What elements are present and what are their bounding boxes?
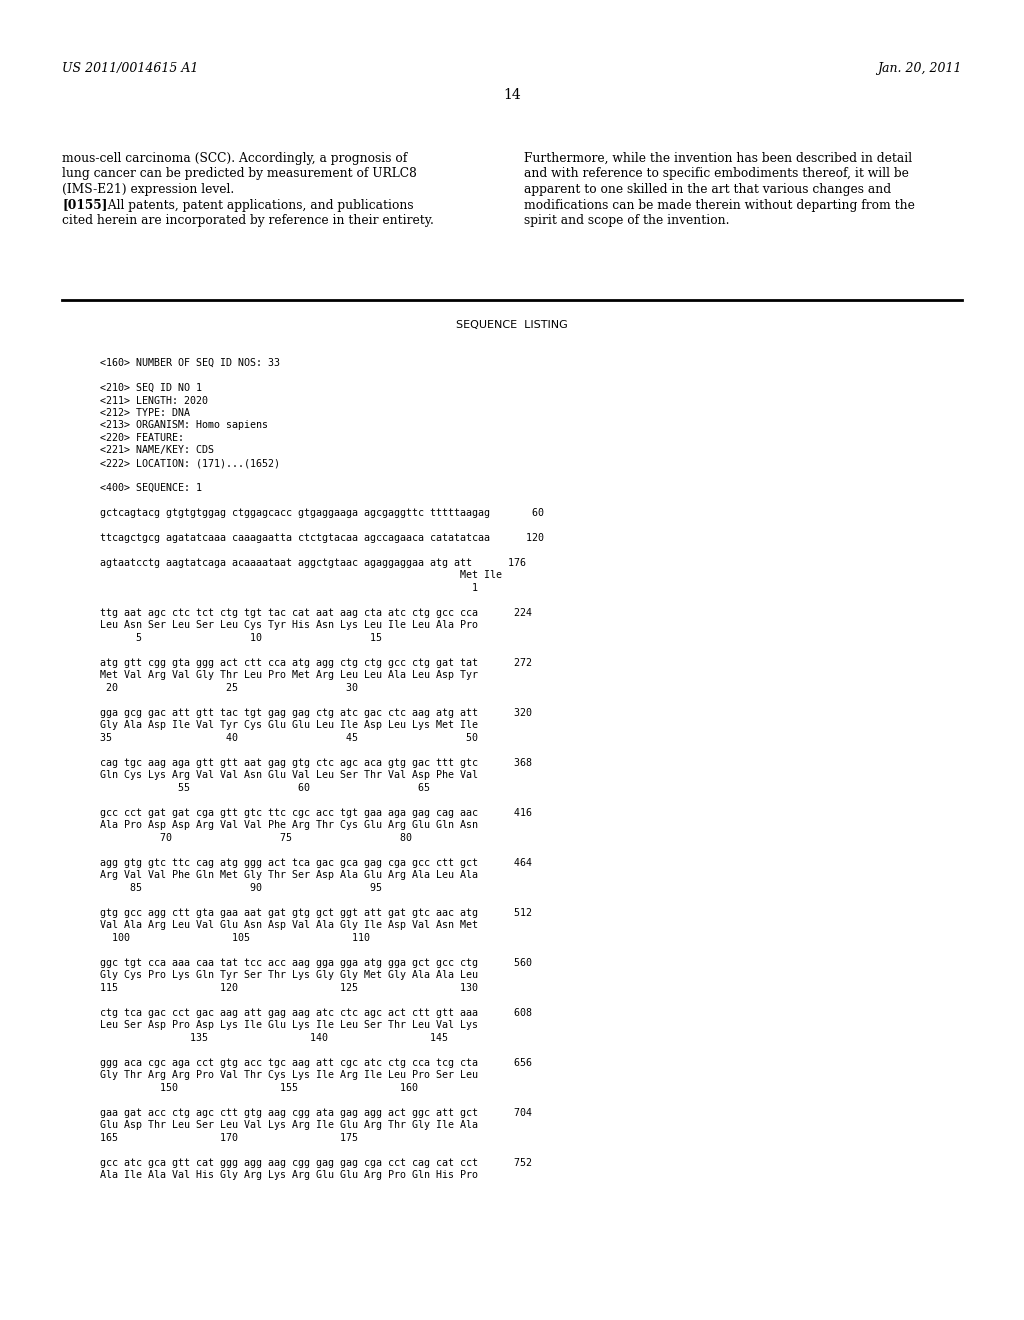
- Text: Gly Thr Arg Arg Pro Val Thr Cys Lys Ile Arg Ile Leu Pro Ser Leu: Gly Thr Arg Arg Pro Val Thr Cys Lys Ile …: [100, 1071, 478, 1081]
- Text: 100                 105                 110: 100 105 110: [100, 933, 370, 942]
- Text: mous-cell carcinoma (SCC). Accordingly, a prognosis of: mous-cell carcinoma (SCC). Accordingly, …: [62, 152, 408, 165]
- Text: ggc tgt cca aaa caa tat tcc acc aag gga gga atg gga gct gcc ctg      560: ggc tgt cca aaa caa tat tcc acc aag gga …: [100, 958, 532, 968]
- Text: Glu Asp Thr Leu Ser Leu Val Lys Arg Ile Glu Arg Thr Gly Ile Ala: Glu Asp Thr Leu Ser Leu Val Lys Arg Ile …: [100, 1121, 478, 1130]
- Text: gga gcg gac att gtt tac tgt gag gag ctg atc gac ctc aag atg att      320: gga gcg gac att gtt tac tgt gag gag ctg …: [100, 708, 532, 718]
- Text: apparent to one skilled in the art that various changes and: apparent to one skilled in the art that …: [524, 183, 891, 195]
- Text: Met Ile: Met Ile: [100, 570, 502, 581]
- Text: gtg gcc agg ctt gta gaa aat gat gtg gct ggt att gat gtc aac atg      512: gtg gcc agg ctt gta gaa aat gat gtg gct …: [100, 908, 532, 917]
- Text: cag tgc aag aga gtt gtt aat gag gtg ctc agc aca gtg gac ttt gtc      368: cag tgc aag aga gtt gtt aat gag gtg ctc …: [100, 758, 532, 768]
- Text: <210> SEQ ID NO 1: <210> SEQ ID NO 1: [100, 383, 202, 393]
- Text: gcc atc gca gtt cat ggg agg aag cgg gag gag cga cct cag cat cct      752: gcc atc gca gtt cat ggg agg aag cgg gag …: [100, 1158, 532, 1168]
- Text: modifications can be made therein without departing from the: modifications can be made therein withou…: [524, 198, 914, 211]
- Text: and with reference to specific embodiments thereof, it will be: and with reference to specific embodimen…: [524, 168, 909, 181]
- Text: ctg tca gac cct gac aag att gag aag atc ctc agc act ctt gtt aaa      608: ctg tca gac cct gac aag att gag aag atc …: [100, 1008, 532, 1018]
- Text: <221> NAME/KEY: CDS: <221> NAME/KEY: CDS: [100, 446, 214, 455]
- Text: atg gtt cgg gta ggg act ctt cca atg agg ctg ctg gcc ctg gat tat      272: atg gtt cgg gta ggg act ctt cca atg agg …: [100, 657, 532, 668]
- Text: 1: 1: [100, 583, 478, 593]
- Text: gctcagtacg gtgtgtggag ctggagcacc gtgaggaaga agcgaggttc tttttaagag       60: gctcagtacg gtgtgtggag ctggagcacc gtgagga…: [100, 508, 544, 517]
- Text: 35                   40                  45                  50: 35 40 45 50: [100, 733, 478, 743]
- Text: 85                  90                  95: 85 90 95: [100, 883, 382, 894]
- Text: agtaatcctg aagtatcaga acaaaataat aggctgtaac agaggaggaa atg att      176: agtaatcctg aagtatcaga acaaaataat aggctgt…: [100, 558, 526, 568]
- Text: <160> NUMBER OF SEQ ID NOS: 33: <160> NUMBER OF SEQ ID NOS: 33: [100, 358, 280, 368]
- Text: 115                 120                 125                 130: 115 120 125 130: [100, 983, 478, 993]
- Text: spirit and scope of the invention.: spirit and scope of the invention.: [524, 214, 729, 227]
- Text: Val Ala Arg Leu Val Glu Asn Asp Val Ala Gly Ile Asp Val Asn Met: Val Ala Arg Leu Val Glu Asn Asp Val Ala …: [100, 920, 478, 931]
- Text: All patents, patent applications, and publications: All patents, patent applications, and pu…: [100, 198, 414, 211]
- Text: <213> ORGANISM: Homo sapiens: <213> ORGANISM: Homo sapiens: [100, 421, 268, 430]
- Text: SEQUENCE  LISTING: SEQUENCE LISTING: [456, 319, 568, 330]
- Text: 70                  75                  80: 70 75 80: [100, 833, 412, 843]
- Text: US 2011/0014615 A1: US 2011/0014615 A1: [62, 62, 199, 75]
- Text: 20                  25                  30: 20 25 30: [100, 682, 358, 693]
- Text: <220> FEATURE:: <220> FEATURE:: [100, 433, 184, 444]
- Text: <400> SEQUENCE: 1: <400> SEQUENCE: 1: [100, 483, 202, 492]
- Text: [0155]: [0155]: [62, 198, 108, 211]
- Text: ggg aca cgc aga cct gtg acc tgc aag att cgc atc ctg cca tcg cta      656: ggg aca cgc aga cct gtg acc tgc aag att …: [100, 1059, 532, 1068]
- Text: lung cancer can be predicted by measurement of URLC8: lung cancer can be predicted by measurem…: [62, 168, 417, 181]
- Text: 150                 155                 160: 150 155 160: [100, 1082, 418, 1093]
- Text: Ala Pro Asp Asp Arg Val Val Phe Arg Thr Cys Glu Arg Glu Gln Asn: Ala Pro Asp Asp Arg Val Val Phe Arg Thr …: [100, 821, 478, 830]
- Text: Gly Ala Asp Ile Val Tyr Cys Glu Glu Leu Ile Asp Leu Lys Met Ile: Gly Ala Asp Ile Val Tyr Cys Glu Glu Leu …: [100, 721, 478, 730]
- Text: gaa gat acc ctg agc ctt gtg aag cgg ata gag agg act ggc att gct      704: gaa gat acc ctg agc ctt gtg aag cgg ata …: [100, 1107, 532, 1118]
- Text: Gln Cys Lys Arg Val Val Asn Glu Val Leu Ser Thr Val Asp Phe Val: Gln Cys Lys Arg Val Val Asn Glu Val Leu …: [100, 771, 478, 780]
- Text: Gly Cys Pro Lys Gln Tyr Ser Thr Lys Gly Gly Met Gly Ala Ala Leu: Gly Cys Pro Lys Gln Tyr Ser Thr Lys Gly …: [100, 970, 478, 981]
- Text: ttcagctgcg agatatcaaa caaagaatta ctctgtacaa agccagaaca catatatcaa      120: ttcagctgcg agatatcaaa caaagaatta ctctgta…: [100, 533, 544, 543]
- Text: Jan. 20, 2011: Jan. 20, 2011: [878, 62, 962, 75]
- Text: cited herein are incorporated by reference in their entirety.: cited herein are incorporated by referen…: [62, 214, 434, 227]
- Text: (IMS-E21) expression level.: (IMS-E21) expression level.: [62, 183, 234, 195]
- Text: Ala Ile Ala Val His Gly Arg Lys Arg Glu Glu Arg Pro Gln His Pro: Ala Ile Ala Val His Gly Arg Lys Arg Glu …: [100, 1171, 478, 1180]
- Text: Met Val Arg Val Gly Thr Leu Pro Met Arg Leu Leu Ala Leu Asp Tyr: Met Val Arg Val Gly Thr Leu Pro Met Arg …: [100, 671, 478, 681]
- Text: 165                 170                 175: 165 170 175: [100, 1133, 358, 1143]
- Text: Leu Asn Ser Leu Ser Leu Cys Tyr His Asn Lys Leu Ile Leu Ala Pro: Leu Asn Ser Leu Ser Leu Cys Tyr His Asn …: [100, 620, 478, 631]
- Text: Leu Ser Asp Pro Asp Lys Ile Glu Lys Ile Leu Ser Thr Leu Val Lys: Leu Ser Asp Pro Asp Lys Ile Glu Lys Ile …: [100, 1020, 478, 1031]
- Text: 55                  60                  65: 55 60 65: [100, 783, 430, 793]
- Text: 5                  10                  15: 5 10 15: [100, 634, 382, 643]
- Text: 135                 140                 145: 135 140 145: [100, 1034, 449, 1043]
- Text: <211> LENGTH: 2020: <211> LENGTH: 2020: [100, 396, 208, 405]
- Text: ttg aat agc ctc tct ctg tgt tac cat aat aag cta atc ctg gcc cca      224: ttg aat agc ctc tct ctg tgt tac cat aat …: [100, 609, 532, 618]
- Text: agg gtg gtc ttc cag atg ggg act tca gac gca gag cga gcc ctt gct      464: agg gtg gtc ttc cag atg ggg act tca gac …: [100, 858, 532, 869]
- Text: <212> TYPE: DNA: <212> TYPE: DNA: [100, 408, 190, 418]
- Text: <222> LOCATION: (171)...(1652): <222> LOCATION: (171)...(1652): [100, 458, 280, 469]
- Text: Arg Val Val Phe Gln Met Gly Thr Ser Asp Ala Glu Arg Ala Leu Ala: Arg Val Val Phe Gln Met Gly Thr Ser Asp …: [100, 870, 478, 880]
- Text: Furthermore, while the invention has been described in detail: Furthermore, while the invention has bee…: [524, 152, 912, 165]
- Text: 14: 14: [503, 88, 521, 102]
- Text: gcc cct gat gat cga gtt gtc ttc cgc acc tgt gaa aga gag cag aac      416: gcc cct gat gat cga gtt gtc ttc cgc acc …: [100, 808, 532, 818]
